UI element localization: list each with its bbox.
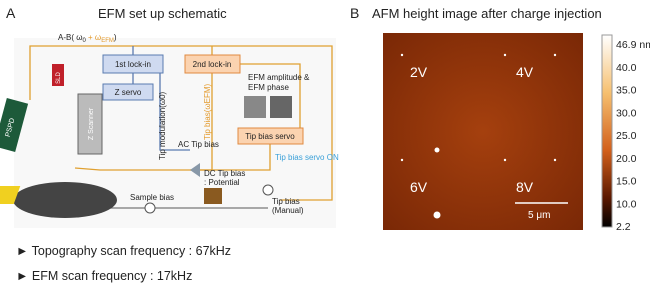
note: EFM phase	[248, 83, 289, 92]
figure: A EFM set up schematic A-B( ω0 + ωEFM) 1…	[0, 0, 650, 292]
note: Z Scanner	[88, 107, 95, 140]
colorbar-tick-label: 25.0	[616, 130, 637, 142]
bullet: ► Topography scan frequency : 67kHz	[16, 244, 231, 258]
thumb	[204, 188, 222, 204]
colorbar-ticks: 46.9 nm 40.0 35.0 30.0 25.0 20.0 15.0 10.0 2.2	[616, 39, 650, 233]
page: A EFM set up schematic A-B( ω0 + ωEFM) 1…	[0, 0, 650, 292]
colorbar	[602, 35, 612, 227]
panel-title: AFM height image after charge injection	[372, 6, 602, 21]
note: DC Tip bias	[204, 169, 245, 178]
colorbar-tick-label: 40.0	[616, 62, 637, 74]
panel-label: A	[6, 5, 16, 21]
image-label: 8V	[516, 179, 534, 195]
scale-label: 5 μm	[528, 210, 550, 221]
note: EFM amplitude &	[248, 73, 310, 82]
afm-image	[383, 33, 583, 230]
box-label: 1st lock-in	[115, 60, 151, 69]
stage	[13, 182, 117, 218]
colorbar-tick-label: 2.2	[616, 221, 631, 233]
box-label: 2nd lock-in	[193, 60, 232, 69]
note: Tip bias servo ON	[275, 153, 339, 162]
note: SLD	[56, 71, 62, 83]
colorbar-tick-label: 10.0	[616, 198, 637, 210]
source	[145, 203, 155, 213]
colorbar-tick-label: 35.0	[616, 85, 637, 97]
note: : Potential	[204, 178, 240, 187]
box-label: Z servo	[115, 88, 142, 97]
colorbar-tick-label: 15.0	[616, 176, 637, 188]
thumb	[244, 96, 266, 118]
colorbar-tick-label: 20.0	[616, 153, 637, 165]
panel-title: EFM set up schematic	[98, 6, 227, 21]
note: Tip bias	[272, 197, 300, 206]
panel-label: B	[350, 5, 359, 21]
colorbar-tick-label: 46.9 nm	[616, 39, 650, 51]
bullet: ► EFM scan frequency : 17kHz	[16, 269, 192, 283]
image-label: 2V	[410, 64, 428, 80]
thumb	[270, 96, 292, 118]
note: Tip modulation(ω0)	[158, 91, 167, 160]
image-label: 4V	[516, 64, 534, 80]
note: (Manual)	[272, 206, 304, 215]
colorbar-tick-label: 30.0	[616, 107, 637, 119]
note: Tip bias(ωEFM)	[203, 83, 212, 140]
note: AC Tip bias	[178, 140, 219, 149]
source	[263, 185, 273, 195]
image-label: 6V	[410, 179, 428, 195]
box-label: Tip bias servo	[245, 132, 295, 141]
note: Sample bias	[130, 193, 174, 202]
